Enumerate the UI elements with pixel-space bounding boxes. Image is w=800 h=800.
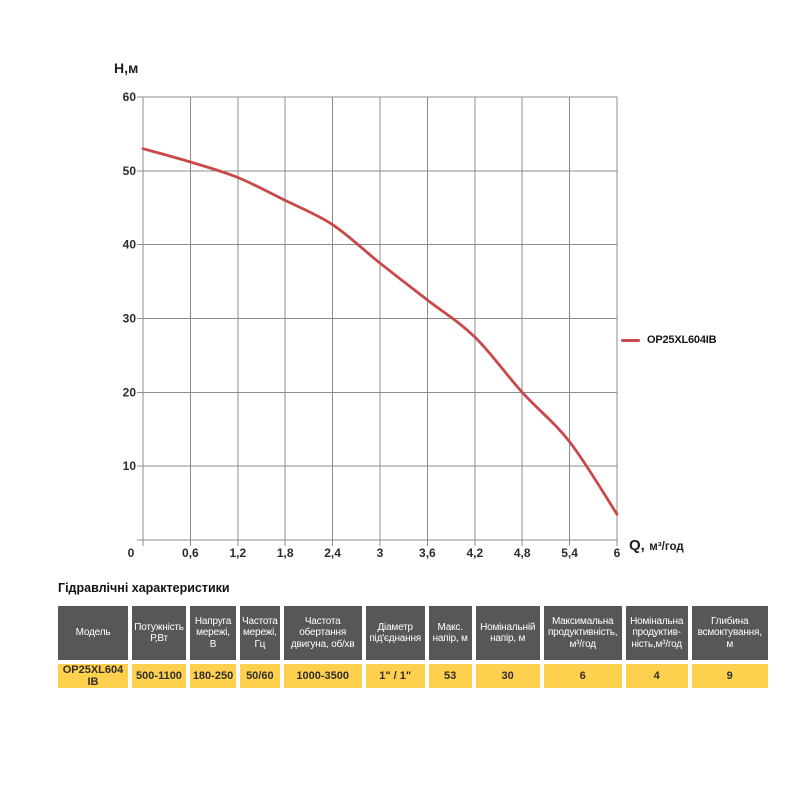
pump-curve-chart: 0 0,6 1,2 1,8 2,4 3 3,6 4,2 4,8 5,4 6 10 20 30 40 50 60 [123,90,621,560]
svg-text:20: 20 [123,385,137,399]
spec-header-cell: Потужність Р,Вт [132,606,186,660]
spec-header-cell: Номінальна продуктив-ність,м³/год [625,606,688,660]
svg-text:0,6: 0,6 [182,546,199,560]
spec-value-cell: 53 [428,664,472,688]
svg-text:3,6: 3,6 [419,546,436,560]
spec-value-cell: 1000-3500 [283,664,362,688]
spec-value-cell: 50/60 [240,664,280,688]
svg-text:1,2: 1,2 [229,546,246,560]
svg-text:4,2: 4,2 [466,546,483,560]
chart-legend: OP25XL604IB [621,334,717,346]
svg-text:30: 30 [123,312,137,326]
spec-header-cell: Діаметр під'єднання [365,606,425,660]
svg-text:40: 40 [123,238,137,252]
spec-header-cell: Модель [58,606,128,660]
x-axis-unit: м³/год [649,541,684,553]
spec-value-row: OP25XL604 IB 500-1100 180-250 50/60 1000-350… [58,664,768,688]
y-axis-label: H,м [114,60,139,76]
hydraulic-specs-table: Модель Потужність Р,Вт Напруга мережі, В Ча… [54,602,772,692]
spec-header-cell: Макс. напір, м [428,606,472,660]
spec-value-cell: OP25XL604 IB [58,664,128,688]
svg-text:50: 50 [123,164,137,178]
axis-tick-labels: 0 0,6 1,2 1,8 2,4 3 3,6 4,2 4,8 5,4 6 10 20 30 40 50 60 [123,90,621,560]
x-axis-label: Q, м³/год [629,537,684,555]
x-axis-symbol: Q, [629,537,645,554]
svg-text:4,8: 4,8 [514,546,531,560]
spec-header-cell: Глибина всмоктування, м [691,606,768,660]
svg-text:10: 10 [123,459,137,473]
svg-text:6: 6 [614,546,621,560]
svg-text:1,8: 1,8 [277,546,294,560]
spec-header-cell: Максимальна продуктивність, м³/год [543,606,622,660]
spec-header-cell: Частота мережі, Гц [240,606,280,660]
svg-text:60: 60 [123,90,137,104]
spec-value-cell: 30 [475,664,540,688]
spec-value-cell: 180-250 [190,664,236,688]
spec-header-cell: Частота обертання двигуна, об/хв [283,606,362,660]
spec-header-cell: Номінальній напір, м [475,606,540,660]
svg-text:0: 0 [128,546,135,560]
spec-header-row: Модель Потужність Р,Вт Напруга мережі, В Ча… [58,606,768,660]
spec-value-cell: 4 [625,664,688,688]
svg-text:5,4: 5,4 [561,546,578,560]
spec-header-cell: Напруга мережі, В [190,606,236,660]
legend-line-swatch [621,338,640,342]
svg-text:3: 3 [377,546,384,560]
spec-value-cell: 1" / 1" [365,664,425,688]
spec-value-cell: 9 [691,664,768,688]
spec-value-cell: 6 [543,664,622,688]
table-title: Гідравлічні характеристики [58,581,230,595]
svg-text:2,4: 2,4 [324,546,341,560]
grid-lines [137,96,618,546]
spec-value-cell: 500-1100 [132,664,186,688]
pump-curve [141,147,619,516]
legend-series-label: OP25XL604IB [647,334,717,346]
